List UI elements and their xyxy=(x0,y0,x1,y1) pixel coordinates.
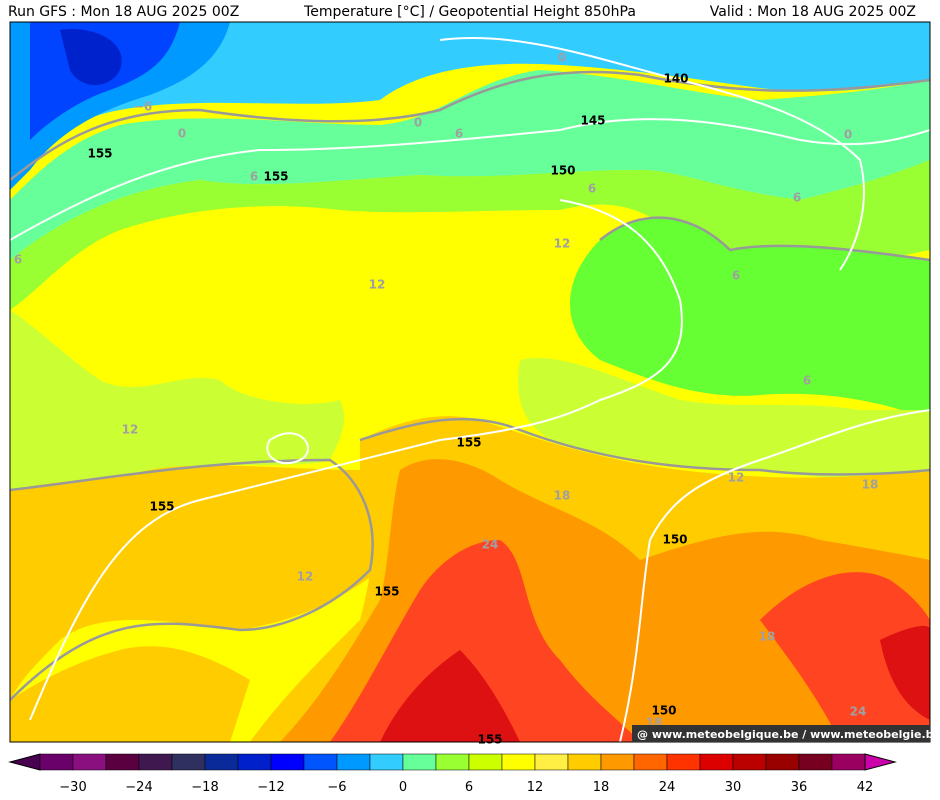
contour-label: 6 xyxy=(14,253,22,267)
contour-label: 0 xyxy=(178,127,186,141)
colorbar-segment xyxy=(105,753,140,771)
contour-label: 0 xyxy=(844,128,852,142)
valid-label: Valid : Mon 18 AUG 2025 00Z xyxy=(710,4,916,20)
contour-labels: 0 140 −6 0 155 0 6 145 0 150 6 155 6 6 1… xyxy=(14,51,879,747)
colorbar-segment xyxy=(798,753,833,771)
colorbar-segment xyxy=(600,753,635,771)
colorbar-label: 30 xyxy=(725,780,742,795)
colorbar: −30 −24 −18 −12 −6 0 6 12 18 24 30 36 42 xyxy=(8,753,897,795)
contour-label: 6 xyxy=(250,170,258,184)
contour-label: 155 xyxy=(87,147,112,161)
colorbar-segment xyxy=(567,753,602,771)
contour-label: 18 xyxy=(862,478,879,492)
colorbar-segment xyxy=(732,753,767,771)
contour-label: 155 xyxy=(263,170,288,184)
colorbar-label: 42 xyxy=(857,780,874,795)
colorbar-segment xyxy=(204,753,239,771)
colorbar-label: 36 xyxy=(791,780,808,795)
contour-label: 155 xyxy=(477,733,502,747)
contour-label: 155 xyxy=(456,436,481,450)
contour-label: 6 xyxy=(793,191,801,205)
colorbar-segment xyxy=(468,753,503,771)
colorbar-segment xyxy=(72,753,107,771)
contour-label: 24 xyxy=(850,705,867,719)
contour-label: 12 xyxy=(728,471,745,485)
colorbar-segment xyxy=(336,753,371,771)
colorbar-label: −6 xyxy=(327,780,346,795)
colorbar-segment xyxy=(765,753,800,771)
colorbar-segment xyxy=(303,753,338,771)
colorbar-segment xyxy=(633,753,668,771)
contour-label: 150 xyxy=(662,533,687,547)
colorbar-segment xyxy=(402,753,437,771)
colorbar-segment xyxy=(39,753,74,771)
colorbar-end xyxy=(864,753,897,771)
contour-label: 150 xyxy=(651,704,676,718)
contour-label: 0 xyxy=(414,116,422,130)
contour-label: 0 xyxy=(558,51,566,65)
run-label: Run GFS : Mon 18 AUG 2025 00Z xyxy=(8,4,239,20)
contour-label: 155 xyxy=(374,585,399,599)
colorbar-segment xyxy=(270,753,305,771)
colorbar-label: −24 xyxy=(125,780,152,795)
colorbar-label: 24 xyxy=(659,780,676,795)
colorbar-label: 18 xyxy=(593,780,610,795)
contour-label: 6 xyxy=(732,269,740,283)
contour-label: −6 xyxy=(134,100,152,114)
contour-label: 18 xyxy=(554,489,571,503)
contour-label: 12 xyxy=(122,423,139,437)
colorbar-segment xyxy=(501,753,536,771)
contour-label: 140 xyxy=(663,72,688,86)
colorbar-label: 6 xyxy=(465,780,473,795)
colorbar-segment xyxy=(171,753,206,771)
colorbar-segment xyxy=(237,753,272,771)
contour-label: 18 xyxy=(759,630,776,644)
map-field xyxy=(9,21,931,743)
colorbar-segment xyxy=(369,753,404,771)
map-title: Temperature [°C] / Geopotential Height 8… xyxy=(303,4,636,20)
watermark-box xyxy=(632,725,930,742)
contour-label: 12 xyxy=(297,570,314,584)
colorbar-end xyxy=(8,753,41,771)
contour-label: 12 xyxy=(369,278,386,292)
colorbar-segment xyxy=(699,753,734,771)
contour-label: 6 xyxy=(455,127,463,141)
colorbar-label: −18 xyxy=(191,780,218,795)
colorbar-label: 0 xyxy=(399,780,407,795)
contour-label: 6 xyxy=(588,182,596,196)
colorbar-segment xyxy=(534,753,569,771)
watermark: @ www.meteobelgique.be / www.meteobelgie… xyxy=(637,728,940,741)
contour-label: 6 xyxy=(803,374,811,388)
colorbar-label: −30 xyxy=(59,780,86,795)
contour-label: 24 xyxy=(482,538,499,552)
contour-label: 150 xyxy=(550,164,575,178)
colorbar-label: 12 xyxy=(527,780,544,795)
contour-label: 155 xyxy=(149,500,174,514)
colorbar-segment xyxy=(138,753,173,771)
colorbar-label: −12 xyxy=(257,780,284,795)
colorbar-segment xyxy=(435,753,470,771)
colorbar-segment xyxy=(666,753,701,771)
contour-label: 145 xyxy=(580,114,605,128)
colorbar-segment xyxy=(831,753,866,771)
contour-label: 12 xyxy=(554,237,571,251)
